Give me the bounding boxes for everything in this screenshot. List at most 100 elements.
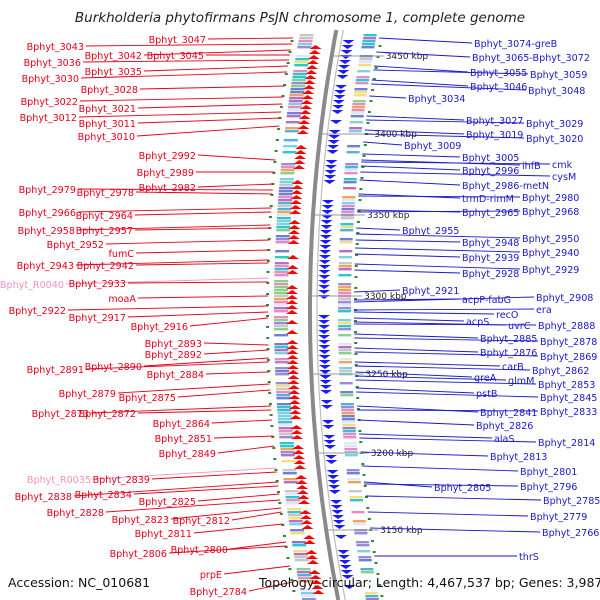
left-leader-line: [217, 445, 275, 454]
left-gene-label: Bphyt_2812: [173, 516, 230, 527]
left-gene-label: Bphyt_3010: [78, 132, 135, 143]
left-gene-label: Bphyt_2825: [139, 497, 196, 508]
category-block: [275, 385, 290, 388]
category-block: [274, 325, 289, 328]
reverse-gene-arrow: [321, 205, 334, 209]
left-gene-label: Bphyt_2957: [76, 226, 133, 237]
category-block: [343, 181, 357, 184]
category-block: [297, 46, 312, 49]
track-marker: [356, 397, 360, 399]
track-marker: [268, 403, 272, 405]
right-leader-line: [354, 323, 537, 326]
feature-tracks: [266, 34, 384, 600]
left-leader-line: [90, 405, 272, 414]
forward-gene-arrow: [286, 300, 298, 304]
right-gene-label: Bphyt_2779: [530, 512, 587, 523]
category-block: [353, 94, 367, 97]
reverse-gene-arrow: [341, 575, 354, 579]
reverse-gene-arrow: [327, 145, 340, 149]
forward-gene-arrow: [302, 90, 315, 94]
category-block: [338, 283, 352, 286]
category-block: [339, 370, 353, 373]
category-block: [338, 289, 352, 292]
right-gene-label: Bphyt_2862: [532, 366, 589, 377]
forward-gene-arrow: [290, 200, 302, 204]
right-leader-line: [362, 465, 519, 472]
left-leader-line: [135, 191, 273, 195]
left-leader-line: [207, 37, 293, 40]
right-gene-label: Bphyt_3048: [528, 86, 585, 97]
forward-gene-arrow: [298, 120, 311, 124]
category-block: [338, 346, 352, 349]
forward-gene-arrow: [289, 410, 302, 414]
reverse-gene-arrow: [320, 225, 333, 229]
track-marker: [266, 260, 270, 262]
category-block: [279, 187, 294, 190]
right-leader-line: [357, 210, 521, 213]
reverse-gene-arrow: [334, 90, 347, 94]
category-block: [281, 163, 296, 166]
left-leader-line: [177, 389, 271, 398]
category-block: [340, 217, 354, 220]
reverse-gene-arrow: [323, 440, 336, 444]
forward-gene-arrow: [307, 60, 319, 64]
reverse-gene-arrow: [319, 235, 332, 239]
left-gene-label: Bphyt_R0035: [27, 475, 91, 486]
left-leader-line: [133, 485, 279, 495]
category-block: [275, 382, 290, 385]
forward-gene-arrow: [309, 575, 322, 579]
reverse-gene-arrow: [322, 200, 334, 204]
category-block: [285, 127, 300, 130]
reverse-gene-arrow: [319, 370, 332, 374]
category-block: [277, 406, 292, 409]
reverse-gene-arrow: [325, 160, 338, 164]
category-block: [276, 403, 291, 406]
track-marker: [268, 216, 272, 218]
left-leader-line: [117, 383, 270, 394]
left-gene-label: Bphyt_2890: [85, 362, 142, 373]
track-marker: [279, 513, 283, 515]
category-block: [276, 397, 291, 400]
track-marker: [274, 150, 278, 152]
right-leader-line: [364, 483, 519, 487]
track-marker: [267, 381, 271, 383]
forward-gene-arrow: [288, 225, 301, 229]
left-gene-label: moaA: [108, 294, 136, 305]
left-gene-label: Bphyt_2834: [75, 490, 132, 501]
left-gene-label: Bphyt_3011: [79, 119, 136, 130]
left-leader-line: [73, 481, 278, 497]
track-marker: [266, 359, 270, 361]
right-leader-line: [360, 165, 461, 171]
category-block: [282, 469, 297, 472]
category-block: [338, 301, 351, 304]
category-block: [340, 223, 354, 226]
left-leader-line: [143, 49, 291, 56]
category-block: [298, 40, 313, 43]
forward-gene-arrow: [287, 370, 300, 374]
right-leader-line: [363, 141, 403, 146]
left-gene-label: Bphyt_2823: [112, 515, 169, 526]
track-marker: [354, 265, 358, 267]
left-gene-label: Bphyt_2784: [190, 587, 247, 598]
track-marker: [286, 62, 290, 64]
category-block: [338, 262, 352, 265]
reverse-gene-arrow: [318, 340, 331, 344]
category-block: [344, 445, 358, 448]
category-block: [276, 229, 291, 232]
forward-gene-arrow: [288, 390, 301, 394]
right-leader-line: [355, 379, 537, 385]
category-block: [344, 169, 358, 172]
category-block: [274, 286, 289, 289]
left-gene-label: Bphyt_2800: [171, 545, 228, 556]
forward-gene-arrow: [294, 465, 306, 469]
category-block: [298, 577, 312, 580]
category-block: [352, 520, 366, 523]
right-gene-label: Bphyt_3074-greB: [474, 39, 557, 50]
track-marker: [354, 298, 358, 300]
forward-gene-arrow: [292, 450, 305, 454]
forward-gene-arrow: [287, 235, 300, 239]
left-gene-label: Bphyt_2864: [153, 419, 210, 430]
category-block: [284, 130, 299, 133]
category-block: [293, 70, 308, 73]
right-gene-label: acpS: [466, 317, 489, 328]
